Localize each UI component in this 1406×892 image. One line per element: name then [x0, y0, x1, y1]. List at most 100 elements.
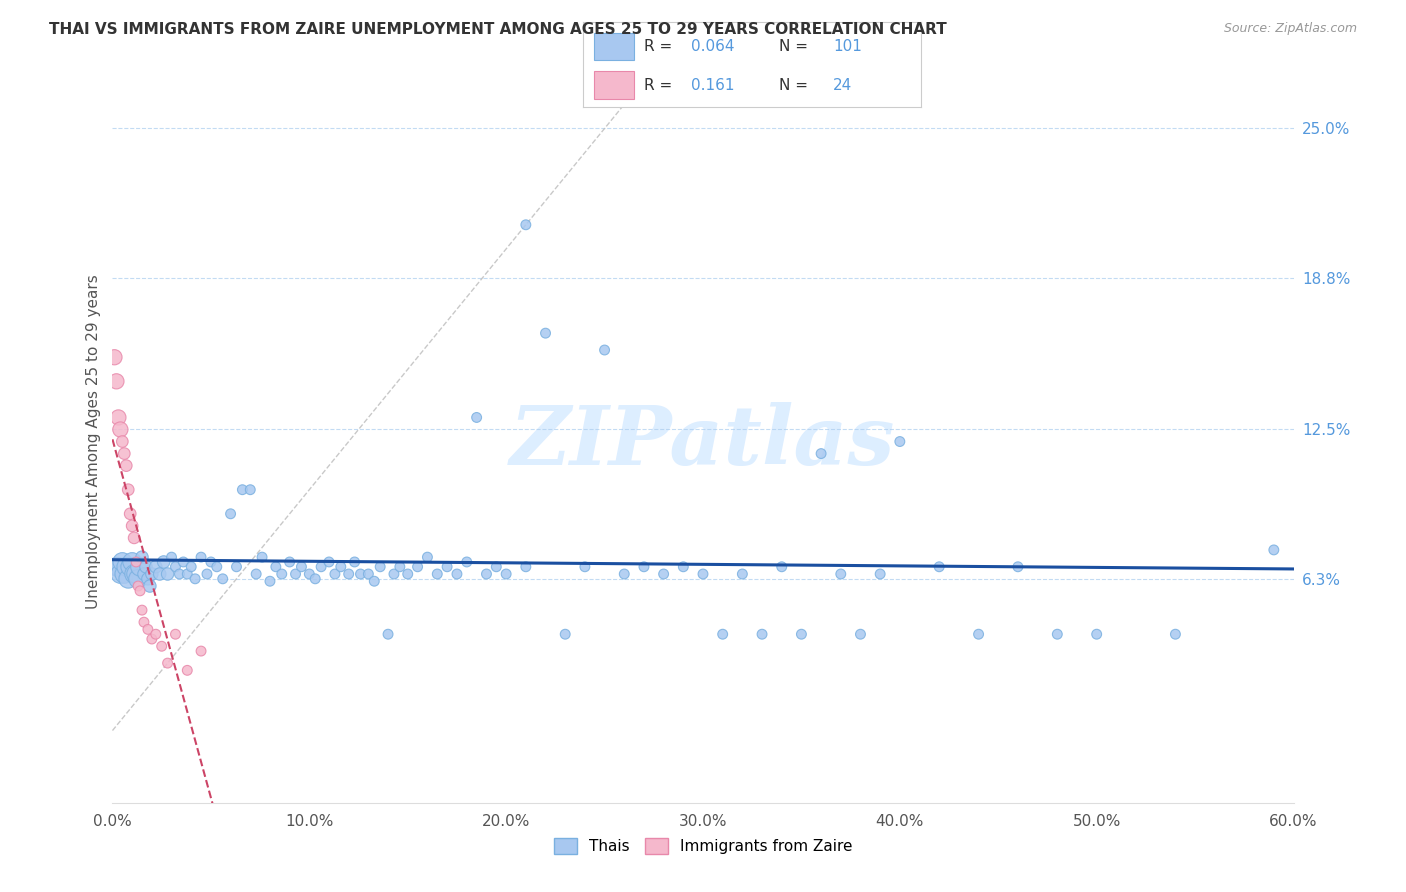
- Point: [436, 559, 458, 574]
- Point: [132, 615, 155, 630]
- Text: N =: N =: [779, 78, 813, 93]
- Point: [125, 555, 148, 569]
- Point: [475, 567, 498, 582]
- Point: [103, 350, 125, 364]
- Point: [129, 559, 152, 574]
- Point: [357, 567, 380, 582]
- Point: [127, 579, 149, 593]
- Point: [245, 567, 267, 582]
- Point: [406, 559, 429, 574]
- Point: [304, 572, 326, 586]
- Text: R =: R =: [644, 39, 678, 54]
- Text: ZIPatlas: ZIPatlas: [510, 401, 896, 482]
- Point: [112, 446, 135, 460]
- Point: [165, 559, 187, 574]
- Point: [129, 583, 152, 598]
- Point: [1085, 627, 1108, 641]
- Text: N =: N =: [779, 39, 813, 54]
- Point: [125, 567, 148, 582]
- Point: [169, 567, 191, 582]
- Point: [290, 559, 312, 574]
- Point: [928, 559, 950, 574]
- Point: [485, 559, 508, 574]
- Point: [105, 375, 128, 389]
- Point: [160, 550, 183, 565]
- Point: [111, 434, 134, 449]
- Point: [225, 559, 247, 574]
- Point: [967, 627, 990, 641]
- Point: [121, 555, 143, 569]
- Point: [652, 567, 675, 582]
- Text: THAI VS IMMIGRANTS FROM ZAIRE UNEMPLOYMENT AMONG AGES 25 TO 29 YEARS CORRELATION: THAI VS IMMIGRANTS FROM ZAIRE UNEMPLOYME…: [49, 22, 948, 37]
- Point: [382, 567, 405, 582]
- Point: [136, 572, 159, 586]
- Text: Source: ZipAtlas.com: Source: ZipAtlas.com: [1223, 22, 1357, 36]
- Y-axis label: Unemployment Among Ages 25 to 29 years: Unemployment Among Ages 25 to 29 years: [86, 274, 101, 609]
- Point: [136, 623, 159, 637]
- Point: [278, 555, 301, 569]
- Point: [849, 627, 872, 641]
- Legend: Thais, Immigrants from Zaire: Thais, Immigrants from Zaire: [547, 832, 859, 860]
- Point: [770, 559, 793, 574]
- Point: [172, 555, 194, 569]
- Point: [495, 567, 517, 582]
- Bar: [593, 33, 634, 61]
- Point: [672, 559, 695, 574]
- Point: [1046, 627, 1069, 641]
- Point: [105, 559, 128, 574]
- Point: [205, 559, 228, 574]
- Point: [107, 559, 129, 574]
- Point: [176, 664, 198, 678]
- Point: [388, 559, 411, 574]
- Point: [456, 555, 478, 569]
- Bar: [593, 71, 634, 99]
- Point: [323, 567, 346, 582]
- Point: [515, 559, 537, 574]
- Point: [731, 567, 754, 582]
- Point: [613, 567, 636, 582]
- Point: [131, 550, 153, 565]
- Point: [184, 572, 207, 586]
- Point: [127, 572, 149, 586]
- Point: [145, 627, 167, 641]
- Point: [889, 434, 911, 449]
- Text: 24: 24: [834, 78, 852, 93]
- Point: [830, 567, 852, 582]
- Point: [150, 639, 173, 653]
- Point: [121, 518, 143, 533]
- Point: [1263, 542, 1285, 557]
- Point: [112, 567, 135, 582]
- Point: [190, 550, 212, 565]
- Point: [790, 627, 813, 641]
- Point: [117, 572, 139, 586]
- Point: [156, 656, 179, 670]
- Point: [107, 410, 129, 425]
- Point: [110, 567, 132, 582]
- Text: 0.064: 0.064: [692, 39, 735, 54]
- Point: [416, 550, 439, 565]
- Point: [574, 559, 596, 574]
- Point: [1007, 559, 1029, 574]
- Point: [309, 559, 332, 574]
- Point: [117, 483, 139, 497]
- Point: [219, 507, 242, 521]
- Point: [343, 555, 366, 569]
- Point: [869, 567, 891, 582]
- Point: [554, 627, 576, 641]
- Point: [751, 627, 773, 641]
- Point: [298, 567, 321, 582]
- Point: [337, 567, 360, 582]
- Point: [111, 555, 134, 569]
- Point: [135, 559, 157, 574]
- Point: [239, 483, 262, 497]
- Point: [231, 483, 253, 497]
- Point: [250, 550, 273, 565]
- Point: [363, 574, 385, 589]
- Point: [120, 507, 142, 521]
- Point: [692, 567, 714, 582]
- Point: [515, 218, 537, 232]
- Point: [165, 627, 187, 641]
- Point: [131, 603, 153, 617]
- Point: [180, 559, 202, 574]
- Point: [264, 559, 287, 574]
